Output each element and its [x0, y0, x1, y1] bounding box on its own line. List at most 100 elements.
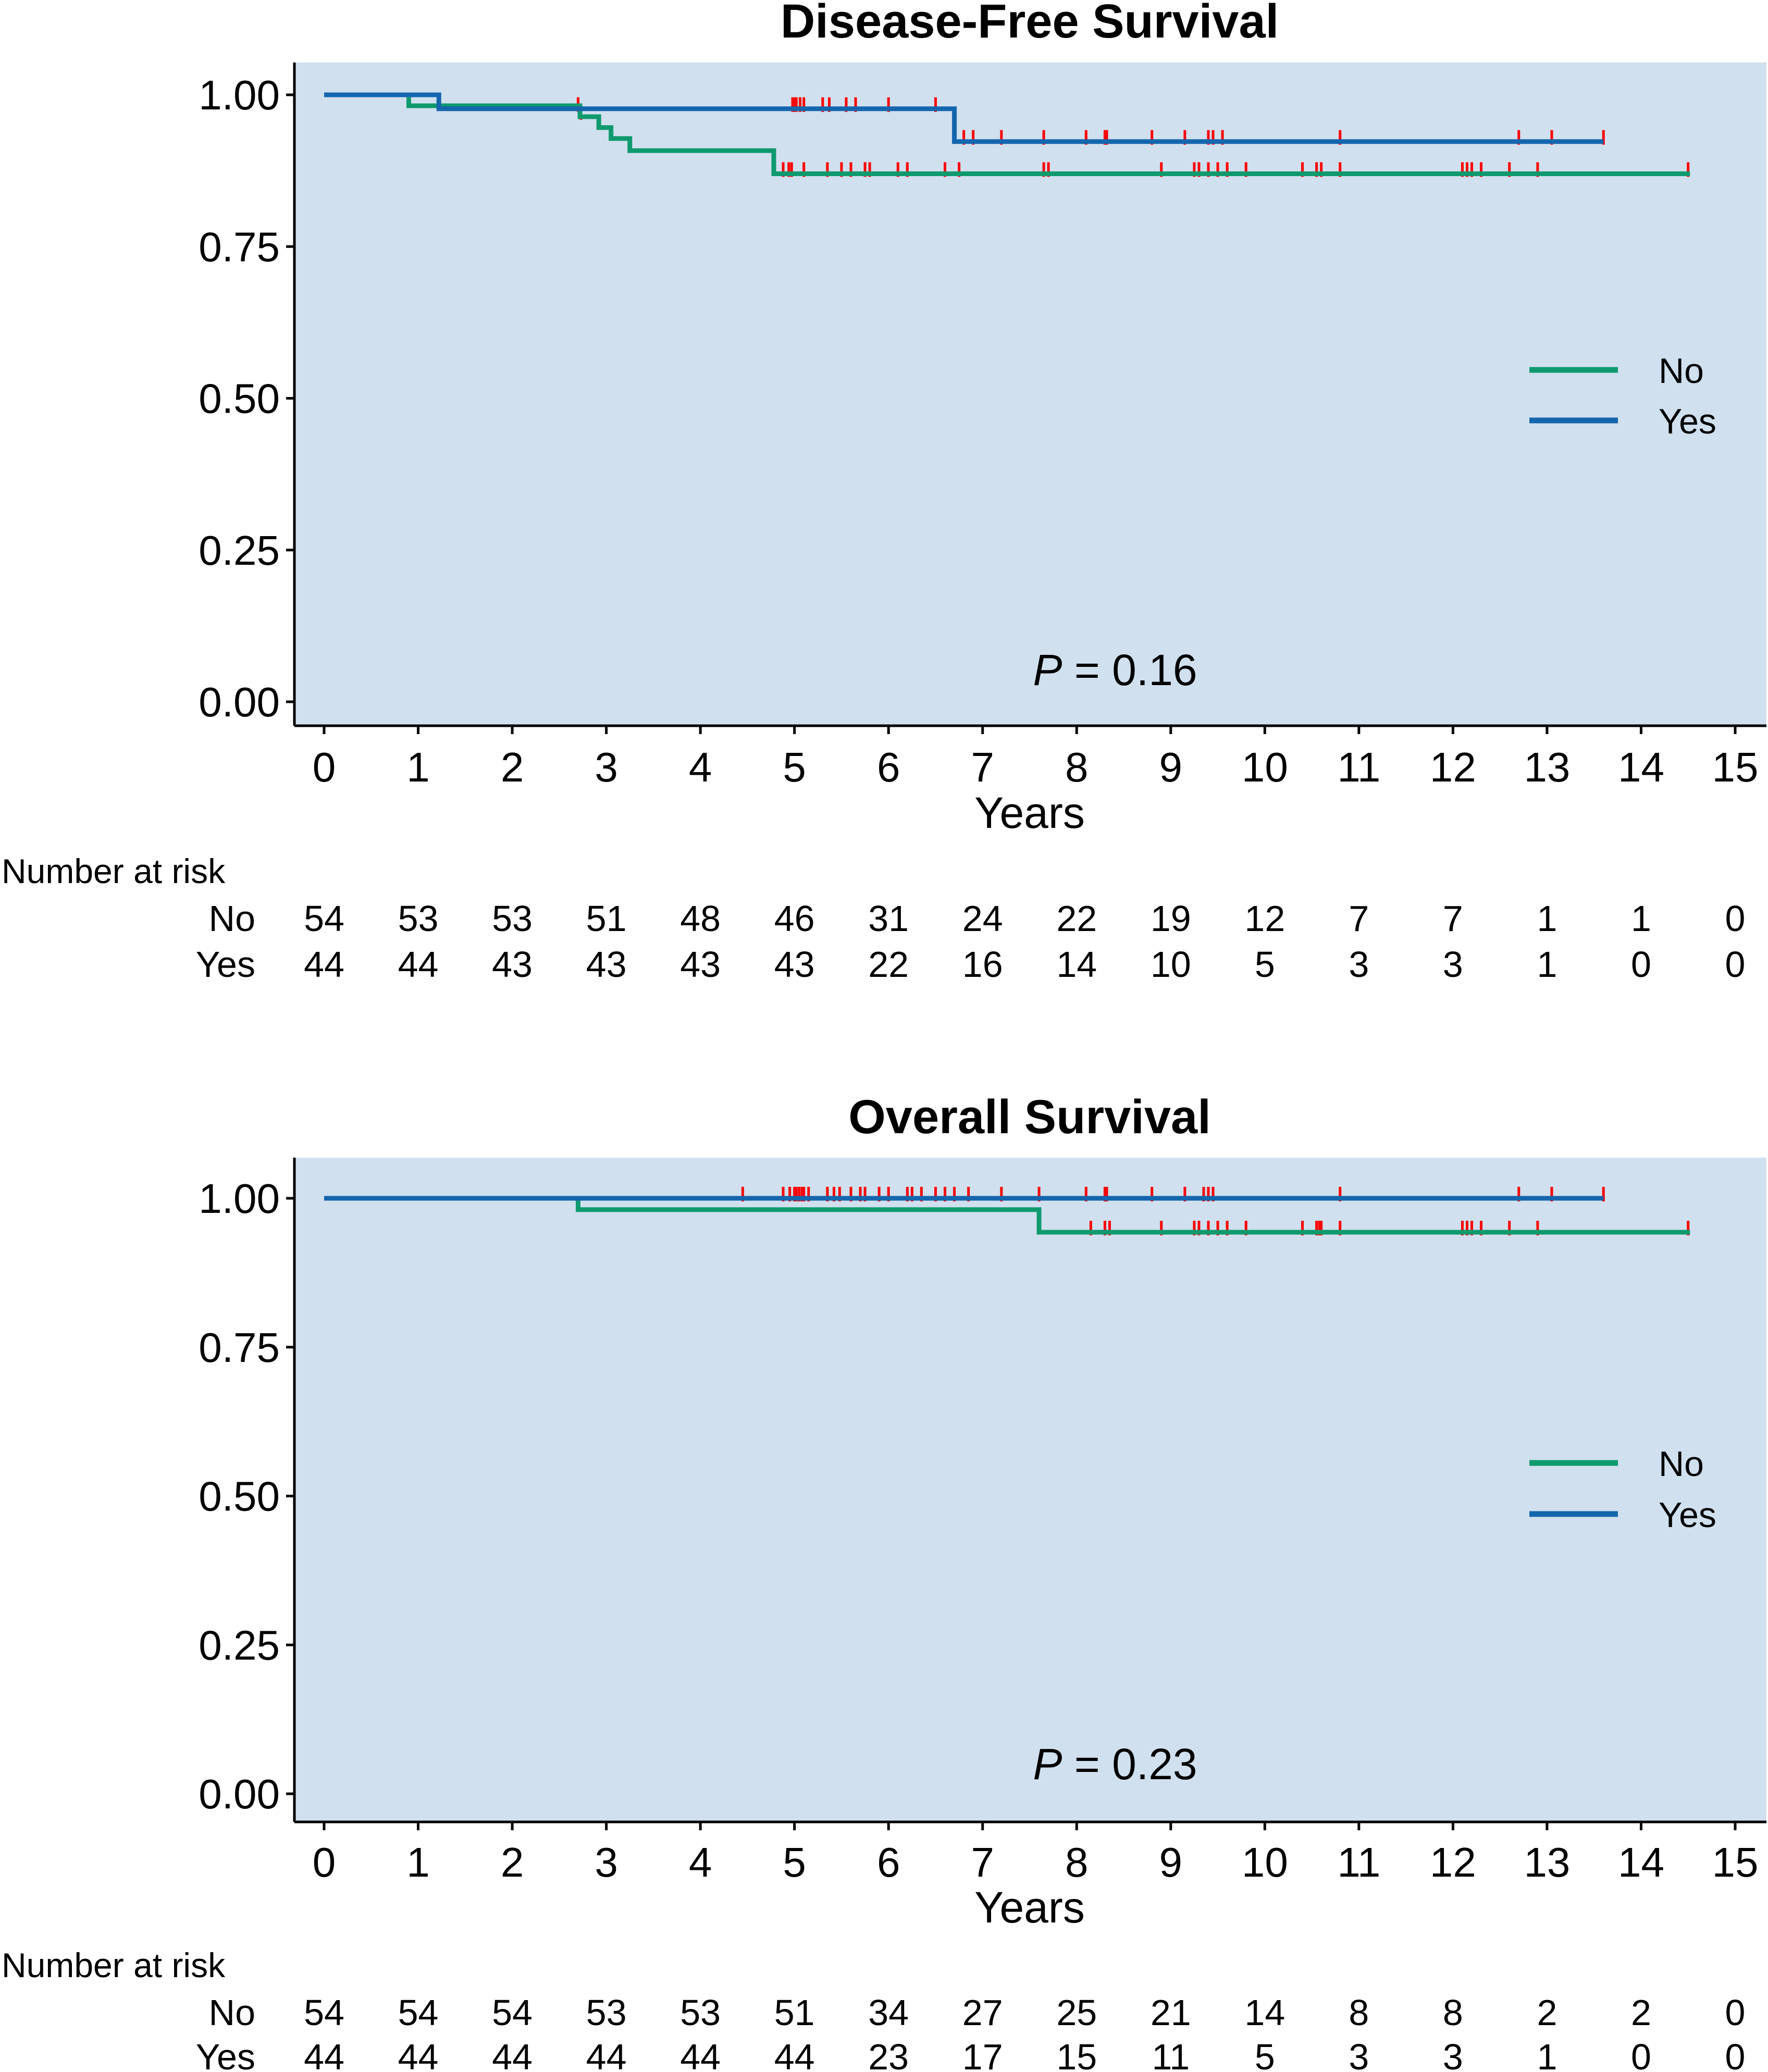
dfs-title: Disease-Free Survival: [781, 0, 1279, 48]
os-risk-label-yes: Yes: [196, 2037, 255, 2072]
dfs-survival-curves: [324, 92, 1690, 176]
dfs-legend-yes-label: Yes: [1659, 402, 1716, 441]
risk-value-yes: 1: [1537, 944, 1557, 985]
risk-value-no: 0: [1725, 898, 1746, 939]
dfs-x-axis-label: Years: [974, 788, 1085, 837]
risk-value-no: 14: [1244, 1992, 1285, 2033]
dfs-x-tick-label: 13: [1524, 744, 1570, 790]
risk-value-no: 48: [680, 898, 721, 939]
risk-value-yes: 3: [1349, 944, 1369, 985]
risk-value-yes: 44: [680, 2037, 721, 2072]
risk-value-no: 22: [1056, 898, 1097, 939]
os-x-tick-label: 8: [1065, 1839, 1089, 1885]
dfs-x-tick-label: 14: [1618, 744, 1664, 790]
risk-value-yes: 43: [586, 944, 627, 985]
os-x-tick-label: 9: [1159, 1839, 1183, 1885]
dfs-x-tick-label: 5: [783, 744, 806, 790]
os-y-tick-label: 0.75: [199, 1324, 280, 1371]
dfs-p-text: = 0.16: [1062, 646, 1197, 694]
dfs-legend: No Yes: [1529, 351, 1716, 441]
dfs-risk-table: Number at risk No Yes 54 53 53 51 48 46 31 24 22…: [2, 852, 1745, 985]
dfs-x-tick-label: 8: [1065, 744, 1089, 790]
risk-value-yes: 44: [492, 2037, 533, 2072]
os-x-tick-label: 5: [783, 1839, 806, 1885]
risk-value-yes: 5: [1255, 2037, 1275, 2072]
dfs-y-ticks: 0.00 0.25 0.50 0.75 1.00: [199, 72, 294, 725]
dfs-y-tick-label: 0.50: [199, 376, 280, 422]
dfs-x-tick-label: 7: [971, 744, 994, 790]
risk-value-no: 53: [492, 898, 533, 939]
os-y-tick-label: 0.00: [199, 1771, 280, 1817]
risk-value-no: 51: [586, 898, 627, 939]
os-x-tick-label: 13: [1524, 1839, 1570, 1885]
risk-value-no: 46: [774, 898, 815, 939]
risk-value-yes: 14: [1056, 944, 1097, 985]
risk-value-yes: 44: [304, 944, 344, 985]
os-legend-yes-label: Yes: [1659, 1495, 1716, 1535]
dfs-x-tick-label: 3: [595, 744, 618, 790]
risk-value-yes: 3: [1443, 944, 1463, 985]
os-x-tick-label: 6: [877, 1839, 900, 1885]
dfs-p-value: P = 0.16: [1033, 646, 1197, 694]
risk-value-yes: 0: [1631, 944, 1651, 985]
risk-value-no: 8: [1443, 1992, 1463, 2033]
risk-value-no: 25: [1056, 1992, 1097, 2033]
dfs-y-tick-label: 0.75: [199, 224, 280, 270]
os-x-tick-label: 11: [1337, 1839, 1380, 1885]
risk-value-no: 7: [1443, 898, 1463, 939]
risk-value-yes: 44: [586, 2037, 627, 2072]
risk-value-no: 8: [1349, 1992, 1369, 2033]
os-x-tick-label: 14: [1618, 1839, 1664, 1885]
dfs-x-tick-label: 10: [1242, 744, 1288, 790]
dfs-risk-label-no: No: [209, 898, 255, 939]
os-y-ticks: 0.00 0.25 0.50 0.75 1.00: [199, 1175, 294, 1817]
risk-value-yes: 44: [304, 2037, 344, 2072]
risk-value-no: 51: [774, 1992, 815, 2033]
os-title: Overall Survival: [848, 1090, 1211, 1144]
dfs-x-ticks: 0 1 2 3 4 5 6 7 8 9 10 11 12 13 14 15: [313, 726, 1758, 790]
os-p-value: P = 0.23: [1033, 1740, 1197, 1789]
risk-value-no: 21: [1151, 1992, 1191, 2033]
risk-value-no: 34: [868, 1992, 909, 2033]
os-x-tick-label: 15: [1712, 1839, 1759, 1885]
os-x-tick-label: 3: [595, 1839, 618, 1885]
os-x-tick-label: 0: [313, 1839, 336, 1885]
dfs-y-tick-label: 1.00: [199, 72, 280, 118]
risk-value-no: 7: [1349, 898, 1369, 939]
os-panel: Overall Survival 0.00 0.25 0.50 0.75 1.00 0 1…: [2, 1090, 1766, 2072]
os-p-text: = 0.23: [1062, 1740, 1197, 1789]
dfs-plot-area: [294, 63, 1766, 726]
dfs-x-tick-label: 1: [406, 744, 430, 790]
dfs-x-tick-label: 2: [501, 744, 524, 790]
risk-value-yes: 0: [1725, 944, 1746, 985]
risk-value-no: 12: [1244, 898, 1285, 939]
risk-value-yes: 1: [1537, 2037, 1557, 2072]
os-y-tick-label: 1.00: [199, 1175, 280, 1222]
os-legend: No Yes: [1529, 1444, 1716, 1535]
risk-value-yes: 44: [398, 2037, 439, 2072]
risk-value-yes: 43: [774, 944, 815, 985]
risk-value-yes: 3: [1443, 2037, 1463, 2072]
risk-value-yes: 16: [962, 944, 1003, 985]
risk-value-yes: 22: [868, 944, 909, 985]
risk-value-yes: 3: [1349, 2037, 1369, 2072]
risk-value-no: 31: [868, 898, 909, 939]
risk-value-no: 2: [1537, 1992, 1557, 2033]
risk-value-no: 1: [1537, 898, 1557, 939]
risk-value-no: 54: [398, 1992, 439, 2033]
risk-value-yes: 0: [1631, 2037, 1651, 2072]
risk-value-no: 2: [1631, 1992, 1651, 2033]
os-x-tick-label: 12: [1430, 1839, 1476, 1885]
dfs-risk-label-yes: Yes: [196, 944, 255, 985]
dfs-x-tick-label: 12: [1430, 744, 1476, 790]
os-risk-label-no: No: [209, 1992, 255, 2033]
risk-value-yes: 43: [680, 944, 721, 985]
os-risk-title: Number at risk: [2, 1946, 226, 1984]
risk-value-no: 53: [398, 898, 439, 939]
dfs-x-tick-label: 4: [689, 744, 712, 790]
curve-yes: [324, 92, 1604, 144]
dfs-x-tick-label: 0: [313, 744, 336, 790]
os-p-symbol: P: [1033, 1740, 1062, 1789]
risk-value-no: 53: [680, 1992, 721, 2033]
